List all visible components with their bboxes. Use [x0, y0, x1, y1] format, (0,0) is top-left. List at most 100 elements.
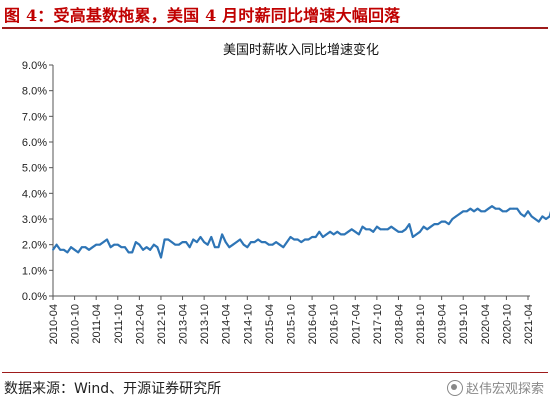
data-point: [505, 210, 508, 213]
data-point: [350, 228, 353, 231]
data-point: [196, 241, 198, 244]
data-point: [138, 243, 141, 246]
data-point: [52, 248, 54, 251]
data-point: [95, 243, 98, 246]
data-point: [286, 241, 288, 244]
data-point: [289, 236, 292, 238]
data-point: [109, 246, 112, 249]
data-point: [386, 228, 389, 231]
data-point: [242, 243, 245, 246]
data-point: [91, 246, 94, 249]
x-tick-label: 2015-10: [286, 304, 298, 344]
data-point: [447, 223, 450, 226]
data-point: [232, 243, 234, 246]
data-point: [113, 243, 116, 246]
x-tick-label: 2015-04: [264, 304, 276, 344]
data-point: [206, 243, 209, 246]
data-point: [483, 210, 486, 213]
x-tick-label: 2014-10: [242, 304, 254, 344]
data-point: [534, 218, 537, 220]
data-point: [394, 228, 396, 231]
chart-title: 美国时薪收入同比增速变化: [223, 42, 379, 58]
x-tick-label: 2020-04: [480, 304, 492, 344]
data-point: [160, 256, 162, 259]
data-point: [318, 230, 321, 233]
data-point: [296, 238, 299, 241]
series-line: [52, 205, 550, 259]
data-point: [361, 225, 364, 228]
data-point: [347, 230, 349, 233]
data-point: [343, 233, 346, 236]
data-point: [264, 241, 267, 244]
data-point: [501, 210, 504, 213]
data-point: [178, 243, 180, 246]
data-point: [224, 241, 227, 244]
data-point: [134, 241, 137, 244]
data-point: [116, 243, 119, 246]
line-chart: 美国时薪收入同比增速变化 0.0% 1.0% 2.0% 3.0% 4.0% 5.0% 6.0…: [22, 42, 550, 344]
data-point: [84, 246, 87, 249]
data-point: [170, 241, 173, 244]
data-point: [491, 205, 493, 208]
data-point: [332, 233, 335, 236]
data-point: [246, 246, 249, 249]
data-point: [185, 241, 188, 244]
y-tick-label: 9.0%: [22, 60, 47, 72]
data-point: [142, 248, 144, 251]
data-point: [304, 238, 306, 241]
data-point: [106, 238, 108, 241]
y-tick-label: 6.0%: [22, 137, 47, 149]
x-tick-label: 2013-04: [178, 304, 190, 344]
watermark: 赵伟宏观探索: [446, 378, 544, 397]
data-point: [98, 243, 101, 246]
data-point: [365, 228, 367, 231]
data-point: [422, 225, 425, 228]
x-tick-label: 2011-10: [113, 304, 125, 344]
y-tick-label: 8.0%: [22, 86, 47, 98]
data-point: [480, 210, 483, 213]
x-tick-label: 2019-04: [437, 304, 449, 344]
y-tick-label: 3.0%: [22, 214, 47, 226]
data-point: [152, 243, 155, 246]
x-tick-label: 2018-10: [415, 304, 427, 344]
x-tick-label: 2013-10: [199, 304, 211, 344]
data-point: [167, 238, 170, 241]
data-point: [516, 207, 519, 210]
data-point: [199, 236, 202, 238]
data-point: [541, 215, 544, 218]
x-tick-label: 2010-04: [48, 304, 60, 344]
data-point: [217, 246, 220, 249]
data-point: [235, 241, 238, 244]
data-point: [325, 233, 328, 236]
chart-axes: [52, 65, 530, 297]
data-point: [444, 220, 447, 223]
data-point: [210, 236, 213, 238]
data-point: [473, 210, 475, 213]
data-point: [181, 241, 184, 244]
bottom-rule: [2, 372, 548, 373]
data-point: [188, 246, 191, 249]
data-point: [411, 236, 414, 238]
x-tick-label: 2016-10: [329, 304, 341, 344]
data-point: [397, 230, 400, 233]
y-tick-label: 5.0%: [22, 163, 47, 175]
data-point: [404, 228, 407, 231]
data-point: [260, 241, 263, 244]
data-point: [462, 210, 465, 213]
data-point: [282, 246, 285, 249]
data-point: [192, 238, 195, 241]
data-point: [257, 238, 259, 241]
x-tick-label: 2016-04: [307, 304, 319, 344]
data-point: [415, 233, 418, 236]
wechat-icon: [446, 380, 463, 396]
data-point: [239, 238, 242, 241]
data-point: [451, 218, 454, 220]
data-point: [268, 243, 270, 246]
data-point: [156, 246, 159, 249]
data-point: [498, 207, 501, 210]
data-point: [314, 236, 317, 238]
x-tick-label: 2017-04: [350, 304, 362, 344]
figure-title: 图 4：受高基数拖累，美国 4 月时薪同比增速大幅回落: [4, 6, 401, 25]
data-point: [390, 225, 393, 228]
data-point: [379, 228, 382, 231]
